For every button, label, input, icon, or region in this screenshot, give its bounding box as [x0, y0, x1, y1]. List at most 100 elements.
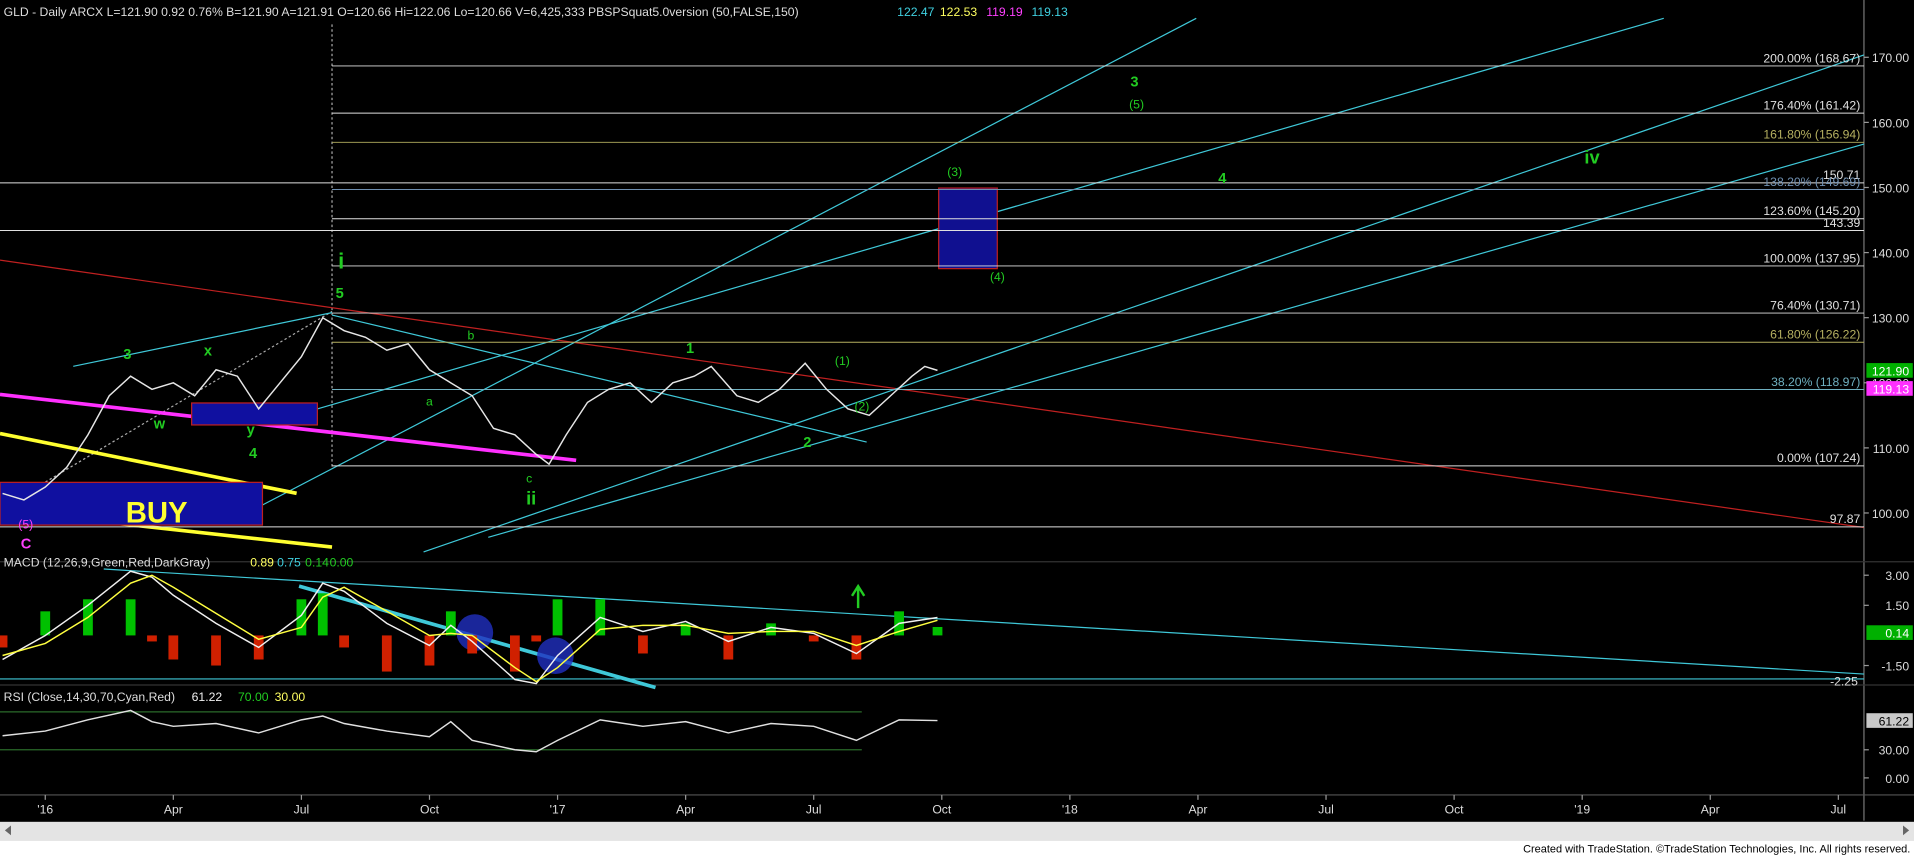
histogram-bar — [467, 635, 478, 654]
annotation: ii — [526, 487, 536, 508]
histogram-bar — [851, 635, 862, 660]
panel-title: RSI (Close,14,30,70,Cyan,Red) — [4, 690, 175, 704]
panel-readout: 0.14 — [305, 556, 329, 570]
y-tick-label: 140.00 — [1872, 246, 1909, 260]
series-line — [2, 316, 938, 501]
level-label: 61.80% (126.22) — [1770, 328, 1860, 342]
histogram-bar — [339, 635, 349, 648]
panel-readout: 0.89 — [250, 556, 274, 570]
header-readout: 119.19 — [986, 5, 1023, 19]
value-note: -2.25 — [1830, 674, 1858, 688]
drawings — [0, 17, 1865, 751]
annotation: y — [247, 423, 256, 439]
x-tick-label: '18 — [1062, 802, 1078, 816]
footer-text: Created with TradeStation. ©TradeStation… — [1523, 843, 1910, 855]
panel-readout: 70.00 — [238, 690, 269, 704]
histogram-bar — [723, 635, 734, 660]
annotation: 3 — [1130, 75, 1138, 91]
x-tick-label: Jul — [1831, 802, 1847, 816]
annotation: (2) — [854, 399, 869, 413]
price-marker — [1866, 625, 1913, 640]
plot-area: 100.00 110.00 1 2 0.00 130.00 140.00 150.00 160.… — [0, 51, 1913, 816]
histogram-bar — [424, 635, 435, 666]
level-label: 100.00% (137.95) — [1763, 251, 1860, 265]
x-tick-label: Jul — [806, 802, 822, 816]
x-tick-label: '17 — [550, 802, 566, 816]
scrollbar[interactable] — [0, 821, 1914, 841]
x-tick-label: Apr — [1188, 802, 1207, 816]
series-line — [2, 574, 938, 683]
annotation: c — [526, 471, 532, 485]
histogram-bar — [552, 599, 563, 636]
y-tick-label: 130.00 — [1872, 312, 1909, 326]
price-marker — [1866, 713, 1913, 728]
histogram-bar — [296, 599, 307, 636]
series-line — [2, 709, 938, 753]
histogram-bar — [168, 635, 179, 660]
price-marker — [1866, 363, 1913, 378]
y-tick-label: 160.00 — [1872, 116, 1909, 130]
annotation: BUY — [126, 497, 188, 530]
histogram-bar — [680, 623, 691, 636]
annotation: C — [21, 536, 32, 552]
y-tick-label: -1.50 — [1881, 659, 1909, 673]
x-tick-label: Jul — [1318, 802, 1334, 816]
histogram-bar — [211, 635, 221, 666]
annotation: (3) — [947, 165, 962, 179]
histogram-bar — [317, 593, 328, 636]
histogram-bar — [638, 635, 648, 654]
x-tick-label: Oct — [932, 802, 952, 816]
level-label: 138.20% (149.69) — [1763, 175, 1860, 189]
level-label: 38.20% (118.97) — [1771, 375, 1860, 389]
price-marker-label: 61.22 — [1879, 714, 1910, 728]
x-tick-label: '19 — [1574, 802, 1590, 816]
annotation: 2 — [803, 435, 811, 451]
y-tick-label: 170.00 — [1872, 51, 1909, 65]
price-marker-label: 121.90 — [1872, 364, 1909, 378]
level-label: 200.00% (168.67) — [1763, 51, 1860, 65]
panel-readout: 61.22 — [192, 690, 223, 704]
y-tick-label: 110.00 — [1873, 442, 1910, 456]
histogram-bar — [381, 635, 392, 672]
y-tick-label: 100.00 — [1872, 507, 1909, 521]
panel-readout: 30.00 — [275, 690, 306, 704]
x-tick-label: Oct — [1445, 802, 1465, 816]
histogram-bar — [932, 626, 943, 636]
histogram-bar — [40, 611, 51, 636]
histogram-bar — [125, 599, 136, 636]
annotation: 5 — [336, 286, 344, 302]
histogram-bar — [531, 635, 542, 642]
histogram-bar — [766, 623, 776, 636]
histogram-bar — [509, 635, 520, 672]
annotation: i — [338, 249, 344, 274]
level-label: 143.39 — [1823, 216, 1860, 230]
histogram-bar — [0, 635, 8, 648]
annotation: a — [426, 394, 433, 408]
level-label: 0.00% (107.24) — [1777, 451, 1860, 465]
level-label: 176.40% (161.42) — [1763, 98, 1860, 112]
x-tick-label: Oct — [420, 802, 440, 816]
level-label: 97.87 — [1830, 512, 1861, 526]
header-readout: 122.53 — [940, 5, 977, 19]
annotation: 1 — [686, 341, 694, 357]
y-tick-label: 30.00 — [1879, 744, 1910, 758]
x-tick-label: Apr — [164, 802, 183, 816]
y-tick-label: 3.00 — [1885, 569, 1909, 583]
header-readout: 119.13 — [1031, 5, 1068, 19]
header-readout: 122.47 — [897, 5, 934, 19]
annotation: (5) — [1129, 98, 1144, 112]
annotation: 4 — [1218, 171, 1227, 187]
panel-readout: 0.75 — [277, 556, 301, 570]
annotation: (1) — [835, 354, 850, 368]
level-label: 161.80% (156.94) — [1763, 128, 1860, 142]
annotation: 3 — [123, 347, 131, 363]
level-label: 150.71 — [1823, 168, 1860, 182]
header-text: GLD - Daily ARCX L=121.90 0.92 0.76% B=1… — [4, 5, 799, 19]
annotation: b — [468, 328, 475, 342]
histogram-bar — [445, 611, 456, 636]
histogram-bar — [147, 635, 157, 642]
level-label: 123.60% (145.20) — [1763, 204, 1860, 218]
price-marker — [1866, 381, 1913, 396]
